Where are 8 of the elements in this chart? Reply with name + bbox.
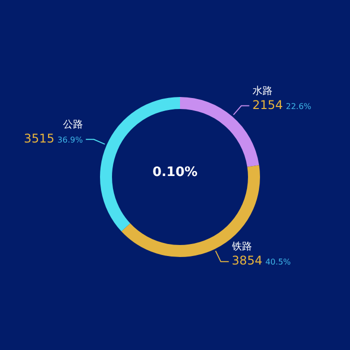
data-label: 3515 36.9% [24,131,84,146]
slice-label: 公路 [62,118,83,130]
data-label: 2154 22.6% [252,98,312,112]
slice-label: 水路 [252,84,272,97]
donut-slice [121,165,260,257]
slice-label: 铁路 [230,240,252,253]
text: 0.10% [152,165,198,180]
data-label: 3854 40.5% [232,254,292,268]
